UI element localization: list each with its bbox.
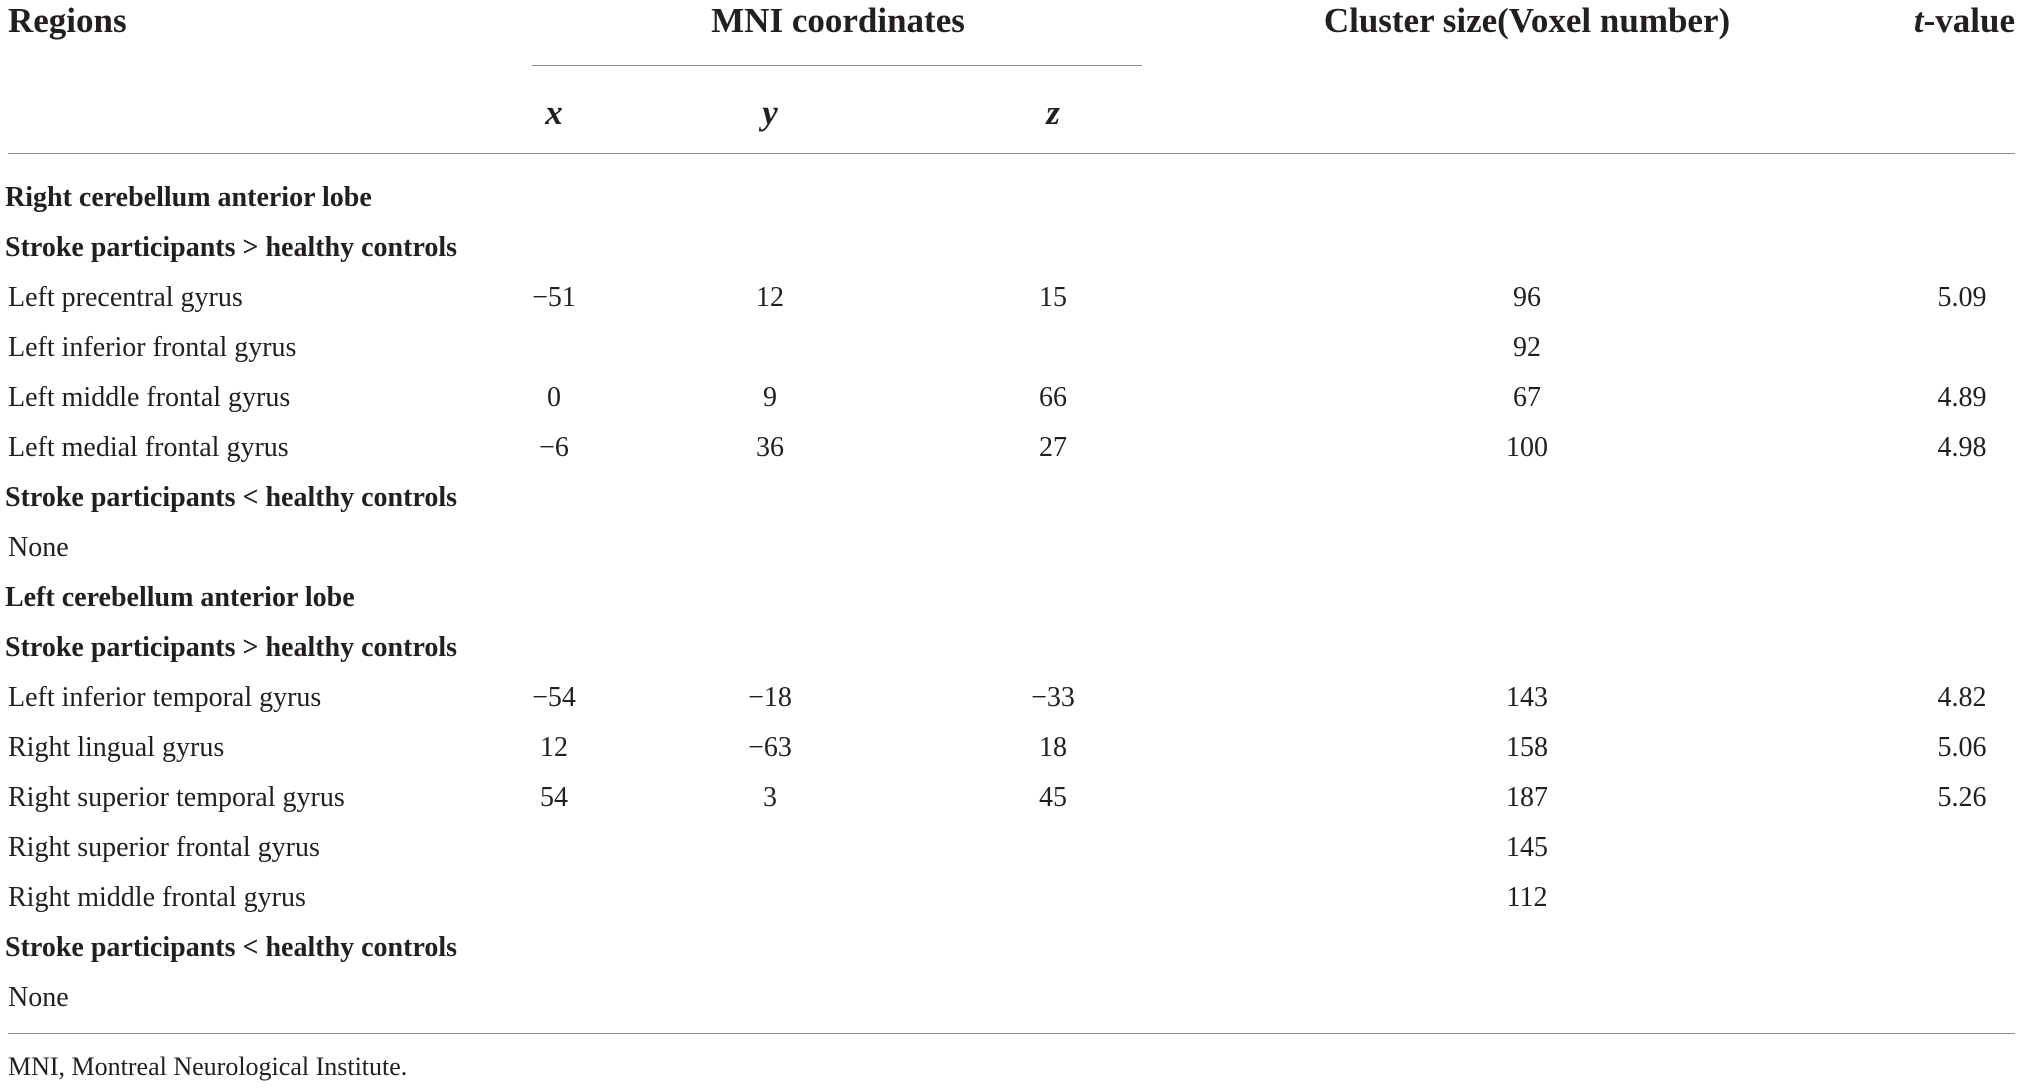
region-cell: Left medial frontal gyrus: [8, 432, 289, 463]
x-cell: 12: [540, 732, 568, 763]
y-cell: 36: [756, 432, 784, 463]
cluster-size-cell: 145: [1506, 832, 1548, 863]
footnote: MNI, Montreal Neurological Institute.: [8, 1052, 408, 1081]
table-row: Right superior frontal gyrus 145: [0, 823, 2023, 873]
z-cell: −33: [1031, 682, 1075, 713]
header-z: z: [1046, 93, 1060, 132]
region-cell: Right middle frontal gyrus: [8, 882, 306, 913]
t-value-cell: 5.09: [1937, 282, 1987, 313]
x-cell: 0: [547, 382, 561, 413]
table-row: None: [0, 523, 2023, 573]
section-row: Stroke participants > healthy controls: [0, 223, 2023, 273]
region-cell: Left inferior temporal gyrus: [8, 682, 322, 713]
t-value-cell: 4.89: [1937, 382, 1987, 413]
x-cell: −6: [539, 432, 569, 463]
header-y: y: [762, 93, 778, 132]
cluster-size-cell: 158: [1506, 732, 1548, 763]
section-row: Left cerebellum anterior lobe: [0, 573, 2023, 623]
header-regions: Regions: [8, 1, 127, 40]
row-label: Left cerebellum anterior lobe: [5, 582, 355, 613]
t-value-cell: 4.82: [1937, 682, 1987, 713]
region-cell: Right superior frontal gyrus: [8, 832, 320, 863]
row-label: Stroke participants > healthy controls: [5, 232, 458, 263]
row-label: Stroke participants > healthy controls: [5, 632, 458, 663]
table-row: Left medial frontal gyrus −6 36 27 100 4.98: [0, 423, 2023, 473]
header-t-value-suffix: -value: [1923, 1, 2015, 40]
cluster-size-cell: 67: [1513, 382, 1541, 413]
cluster-size-cell: 92: [1513, 332, 1541, 363]
table-row: Left precentral gyrus −51 12 15 96 5.09: [0, 273, 2023, 323]
header-mni-coordinates: MNI coordinates: [711, 1, 965, 40]
region-cell: Right lingual gyrus: [8, 732, 225, 763]
z-cell: 15: [1039, 282, 1067, 313]
section-row: Stroke participants < healthy controls: [0, 473, 2023, 523]
x-cell: −51: [532, 282, 576, 313]
section-row: Stroke participants < healthy controls: [0, 923, 2023, 973]
table-row: Left inferior temporal gyrus −54 −18 −33 143…: [0, 673, 2023, 723]
table-bottom-rule: [8, 1033, 2015, 1034]
region-cell: Left inferior frontal gyrus: [8, 332, 297, 363]
row-label: Stroke participants < healthy controls: [5, 482, 458, 513]
region-cell: Left precentral gyrus: [8, 282, 243, 313]
table-row: None: [0, 973, 2023, 1023]
x-cell: 54: [540, 782, 568, 813]
z-cell: 45: [1039, 782, 1067, 813]
table-row: Left middle frontal gyrus 0 9 66 67 4.89: [0, 373, 2023, 423]
header-cluster-size: Cluster size(Voxel number): [1323, 1, 1731, 40]
x-cell: −54: [532, 682, 576, 713]
table-row: Left inferior frontal gyrus 92: [0, 323, 2023, 373]
y-cell: 9: [763, 382, 777, 413]
y-cell: −18: [748, 682, 792, 713]
row-label: Right cerebellum anterior lobe: [5, 182, 372, 213]
cluster-size-cell: 100: [1506, 432, 1548, 463]
y-cell: 12: [756, 282, 784, 313]
y-cell: −63: [748, 732, 792, 763]
t-value-cell: 5.06: [1937, 732, 1987, 763]
cluster-size-cell: 143: [1506, 682, 1548, 713]
cluster-size-cell: 96: [1513, 282, 1541, 313]
table-row: Right middle frontal gyrus 112: [0, 873, 2023, 923]
header-bottom-rule: [8, 153, 2015, 154]
region-cell: Right superior temporal gyrus: [8, 782, 345, 813]
cluster-size-cell: 112: [1506, 882, 1548, 913]
z-cell: 27: [1039, 432, 1067, 463]
header-x: x: [545, 93, 563, 132]
t-value-cell: 5.26: [1937, 782, 1987, 813]
t-value-cell: 4.98: [1937, 432, 1987, 463]
region-cell: Left middle frontal gyrus: [8, 382, 291, 413]
z-cell: 18: [1039, 732, 1067, 763]
y-cell: 3: [763, 782, 777, 813]
cluster-size-cell: 187: [1506, 782, 1548, 813]
mni-header-rule: [532, 65, 1142, 66]
section-row: Stroke participants > healthy controls: [0, 623, 2023, 673]
section-row: Right cerebellum anterior lobe: [0, 173, 2023, 223]
table-row: Right lingual gyrus 12 −63 18 158 5.06: [0, 723, 2023, 773]
table-row: Right superior temporal gyrus 54 3 45 187 5.2…: [0, 773, 2023, 823]
header-t-value: t-value: [1914, 0, 2015, 42]
region-cell: None: [8, 982, 69, 1013]
region-cell: None: [8, 532, 69, 563]
row-label: Stroke participants < healthy controls: [5, 932, 458, 963]
header-t-value-italic: t: [1913, 1, 1924, 40]
z-cell: 66: [1039, 382, 1067, 413]
